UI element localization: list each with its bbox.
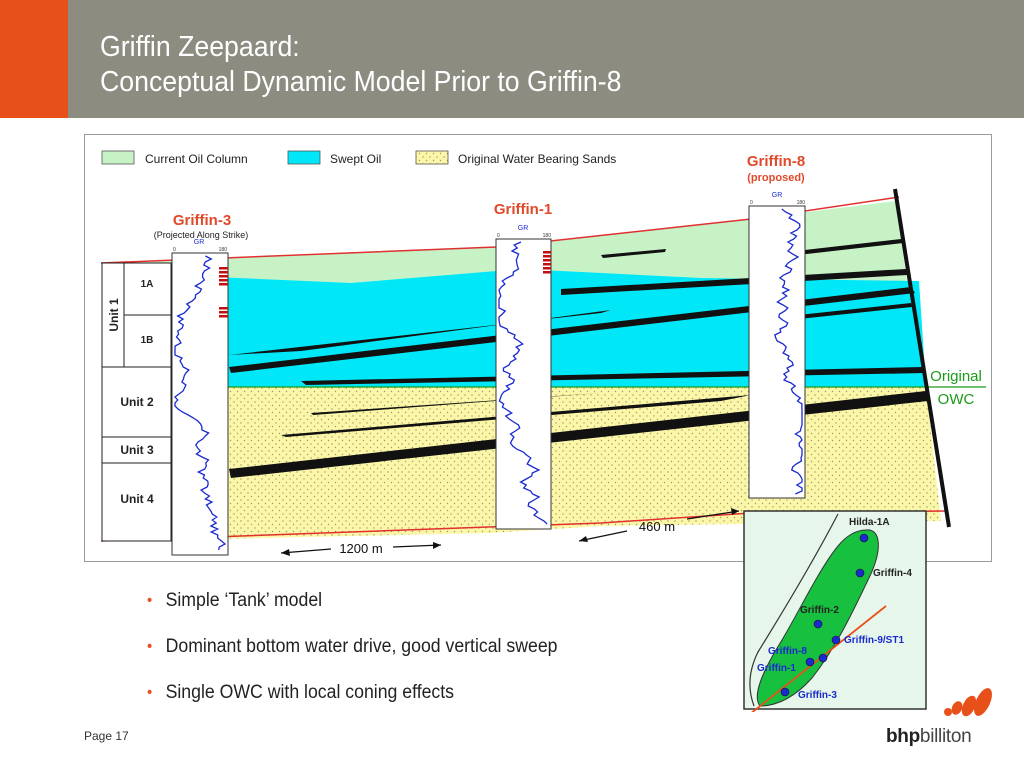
- shale-bed-5: [311, 393, 601, 415]
- griffin-1-gr-label: GR: [518, 225, 529, 232]
- bullet-item: Simple ‘Tank’ model: [147, 588, 557, 634]
- logo-mark-icon: [944, 688, 992, 717]
- header-accent-block: [0, 0, 68, 118]
- griffin-8-log-track: [748, 205, 806, 499]
- map-label-griffin-8: Griffin-8: [768, 646, 807, 657]
- griffin-3-label: Griffin-3: [173, 212, 231, 229]
- legend-label-water-sands: Original Water Bearing Sands: [458, 152, 616, 166]
- bullet-list: Simple ‘Tank’ model Dominant bottom wate…: [147, 588, 588, 726]
- griffin-1-perforations: [543, 251, 551, 274]
- griffin-8-label: Griffin-8: [747, 153, 805, 170]
- griffin-8-gr-curve: [774, 208, 803, 495]
- unit-1-label: Unit 1: [107, 298, 121, 332]
- title-line-1: Griffin Zeepaard:: [100, 31, 300, 63]
- griffin-3-gr-min: 0: [173, 247, 176, 253]
- distance-label-1200: 1200 m: [339, 541, 382, 556]
- top-reservoir-line: [100, 196, 900, 264]
- griffin-3-gr-label: GR: [194, 239, 205, 246]
- location-map: Hilda-1A Griffin-4 Griffin-2 Griffin-9/S…: [743, 510, 927, 712]
- header-bar: Griffin Zeepaard: Conceptual Dynamic Mod…: [0, 0, 1024, 118]
- cross-section-frame: Current Oil Column Swept Oil Original Wa…: [84, 134, 992, 562]
- unit-4-label: Unit 4: [120, 492, 154, 506]
- griffin-1-gr-curve: [498, 241, 548, 525]
- griffin-8-gr-label: GR: [772, 192, 783, 199]
- map-label-griffin-3: Griffin-3: [798, 690, 837, 701]
- map-label-griffin-4: Griffin-4: [873, 568, 912, 579]
- logo-bold-part: bhp: [886, 726, 920, 747]
- griffin-8-note: (proposed): [747, 172, 805, 184]
- bullet-item: Dominant bottom water drive, good vertic…: [147, 634, 557, 680]
- griffin-1-label: Griffin-1: [494, 201, 552, 218]
- arrowhead-right-1200: [433, 542, 441, 549]
- owc-label-line-2: OWC: [938, 391, 975, 408]
- unit-1b-label: 1B: [141, 335, 154, 346]
- title-line-2: Conceptual Dynamic Model Prior to Griffi…: [100, 66, 622, 98]
- arrowhead-left-460: [579, 536, 588, 542]
- fault-line: [893, 188, 951, 528]
- logo-wordmark: bhpbilliton: [886, 726, 972, 748]
- griffin-1-gr-max: 180: [543, 233, 552, 239]
- unit-column: [101, 262, 172, 542]
- griffin-3-gr-max: 180: [219, 247, 228, 253]
- shale-bed-8: [601, 249, 666, 258]
- legend-label-swept-oil: Swept Oil: [330, 152, 381, 166]
- unit-2-label: Unit 2: [120, 395, 154, 409]
- griffin-3-log-track: [171, 252, 229, 556]
- map-label-griffin-1: Griffin-1: [757, 663, 796, 674]
- legend-swatch-water-sands: [415, 150, 449, 165]
- legend-swatch-swept-oil: [287, 150, 321, 165]
- griffin-8-gr-min: 0: [750, 200, 753, 206]
- arrowhead-right-460: [731, 508, 739, 515]
- unit-1a-label: 1A: [141, 279, 154, 290]
- map-label-hilda-1a: Hilda-1A: [849, 517, 890, 528]
- cross-section-diagram: Current Oil Column Swept Oil Original Wa…: [100, 150, 986, 556]
- page-number: Page 17: [84, 729, 129, 743]
- logo-rest-part: billiton: [919, 726, 972, 747]
- griffin-1-gr-min: 0: [497, 233, 500, 239]
- map-field-outline: [749, 513, 839, 707]
- arrowhead-left-1200: [281, 549, 290, 556]
- distance-label-460: 460 m: [639, 519, 675, 534]
- bhp-billiton-logo: bhpbilliton: [886, 686, 996, 748]
- unit-3-label: Unit 3: [120, 443, 154, 457]
- shale-bed-1: [229, 287, 915, 373]
- bullet-item: Single OWC with local coning effects: [147, 680, 557, 726]
- griffin-3-note: (Projected Along Strike): [154, 230, 249, 240]
- griffin-8-gr-max: 180: [797, 200, 806, 206]
- legend-label-current-oil: Current Oil Column: [145, 152, 248, 166]
- shale-bed-9: [561, 269, 907, 295]
- map-label-griffin-9: Griffin-9/ST1: [844, 635, 904, 646]
- legend-swatch-current-oil: [101, 150, 135, 165]
- griffin-3-gr-curve: [174, 255, 227, 551]
- distance-arrow-460-right: [686, 510, 740, 520]
- slide-title: Griffin Zeepaard: Conceptual Dynamic Mod…: [100, 30, 621, 100]
- griffin-3-perforations: [219, 267, 228, 318]
- map-label-griffin-2: Griffin-2: [800, 605, 839, 616]
- owc-label-line-1: Original: [930, 368, 982, 385]
- map-well-markers: [780, 533, 869, 697]
